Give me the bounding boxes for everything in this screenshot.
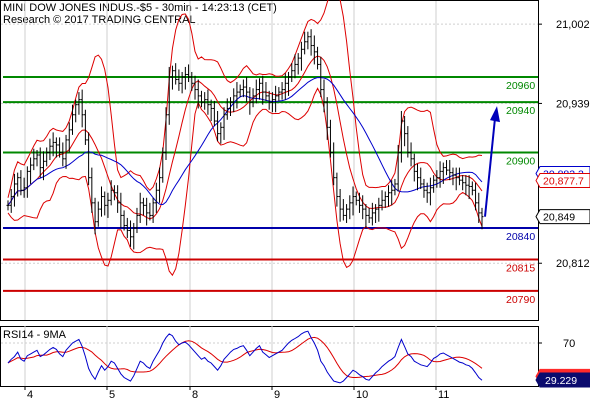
forecast-arrow-shaft: [484, 118, 496, 217]
x-tick-label: 9: [274, 389, 280, 400]
level-label-20900: 20900: [506, 156, 535, 168]
level-label-20940: 20940: [506, 105, 535, 117]
bollinger-upper-line: [7, 0, 483, 198]
price-tag-label: 20,849: [543, 212, 575, 224]
level-label-20960: 20960: [506, 80, 535, 92]
y-tick-label: 20,939: [556, 98, 590, 110]
copyright-line: Research © 2017 TRADING CENTRAL: [3, 14, 196, 26]
price-tag-label: 20,877.7: [543, 176, 584, 188]
rsi-line: [7, 330, 483, 384]
level-label-20815: 20815: [506, 262, 535, 274]
rsi-tick-label: 70: [563, 338, 575, 350]
level-label-20840: 20840: [506, 231, 535, 243]
price-tag-box: [535, 209, 590, 225]
y-tick-label: 21,002: [556, 19, 590, 31]
x-tick-label: 8: [192, 389, 198, 400]
level-label-20790: 20790: [506, 294, 535, 306]
y-tick-label: 20,812: [556, 258, 590, 270]
rsi-tag-box: [535, 372, 590, 388]
rsi-panel-frame: [0, 326, 539, 387]
rsi-tag-rsi: 29.229: [535, 372, 590, 388]
x-tick-label: 11: [438, 389, 449, 400]
x-tick-label: 4: [27, 389, 33, 400]
x-tick-label: 5: [109, 389, 115, 400]
moving-average-line: [7, 76, 483, 206]
price-tag-last: 20,849: [535, 209, 590, 225]
forecast-arrow-head: [490, 106, 500, 123]
x-tick-label: 10: [356, 389, 368, 400]
rsi-panel-title: RSI14 - 9MA: [3, 329, 67, 341]
price-tag-box: [535, 173, 590, 189]
bollinger-lower-line: [7, 87, 483, 277]
instrument-title: MINI DOW JONES INDUS.-$5 - 30min - 14:23…: [3, 2, 277, 14]
bollinger-middle-line: [7, 55, 483, 220]
price-tag-bollinger: 20,877.7: [535, 173, 590, 189]
main-panel-frame: [0, 0, 539, 321]
rsi-tag-label: 29.229: [545, 375, 577, 387]
rsi-ma-line: [7, 336, 483, 378]
